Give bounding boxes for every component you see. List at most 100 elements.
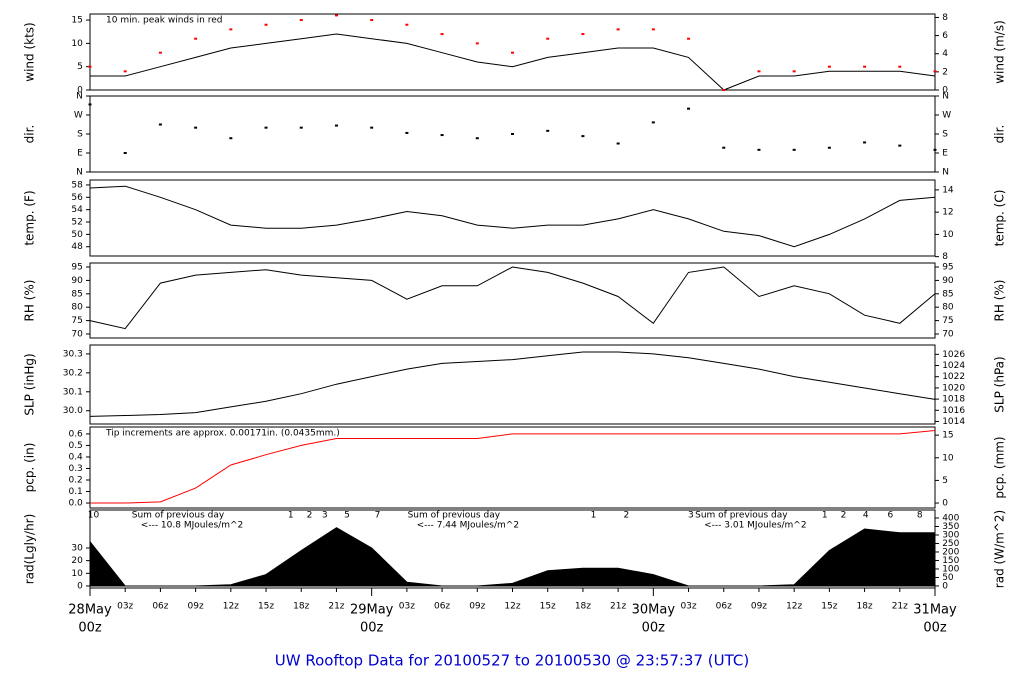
data-dot <box>158 123 162 126</box>
y-tick-label: 30.0 <box>63 406 83 416</box>
sun-mark: 5 <box>344 511 350 521</box>
data-dot <box>581 33 585 36</box>
area <box>89 527 936 587</box>
y-tick-label: 1020 <box>942 383 965 393</box>
y-tick-label: 1024 <box>942 361 965 371</box>
y-tick-label: E <box>942 149 948 159</box>
x-tick-label: 03z <box>117 602 133 612</box>
y-tick-label: N <box>942 168 949 178</box>
x-tick-label: 12z <box>786 602 802 612</box>
y-tick-label: 0.3 <box>68 464 82 474</box>
y-tick-label: 80 <box>942 303 954 313</box>
y-tick-label: 350 <box>942 522 959 532</box>
sun-mark: 7 <box>375 511 381 521</box>
y-axis-label: wind (kts) <box>23 22 37 81</box>
sum-detail: <--- 3.01 MJoules/m^2 <box>704 521 806 531</box>
data-dot <box>792 148 796 151</box>
date-label: 30May <box>632 603 676 618</box>
y-tick-label: 56 <box>71 193 83 203</box>
y-tick-label: 0 <box>942 499 948 509</box>
data-dot <box>123 70 127 73</box>
y2-axis-label: temp. (C) <box>993 190 1007 247</box>
y-tick-label: 0 <box>77 86 83 96</box>
sun-mark: 2 <box>841 511 847 521</box>
data-dot <box>651 121 655 124</box>
y-tick-label: 70 <box>71 329 83 339</box>
data-dot <box>440 33 444 36</box>
y-axis-label: temp. (F) <box>23 190 37 245</box>
y-axis-label: pcp. (in) <box>23 443 37 493</box>
date-sublabel: 00z <box>642 621 666 636</box>
data-dot <box>88 103 92 106</box>
data-dot <box>475 137 479 140</box>
sun-mark: 2 <box>307 511 313 521</box>
y-tick-label: 0 <box>942 581 948 591</box>
y-tick-label: 0.2 <box>68 476 82 486</box>
data-dot <box>229 137 233 140</box>
date-sublabel: 00z <box>360 621 384 636</box>
panel-frame <box>89 344 936 425</box>
data-dot <box>511 51 514 54</box>
x-tick-label: 18z <box>856 602 872 612</box>
sun-mark: 1 <box>591 511 597 521</box>
y-tick-label: 10 <box>71 569 83 579</box>
y2-axis-label: pcp. (mm) <box>993 436 1007 498</box>
data-dot <box>687 37 691 40</box>
y-tick-label: 0 <box>77 581 83 591</box>
panel-frame <box>89 426 936 509</box>
data-dot <box>334 14 338 17</box>
y-tick-label: 75 <box>71 316 82 326</box>
panel-frame <box>89 262 936 339</box>
y-tick-label: 20 <box>71 556 83 566</box>
panel-frame <box>89 13 936 91</box>
y-tick-label: 8 <box>942 252 948 262</box>
x-tick-label: 15z <box>258 602 274 612</box>
annotation: Tip increments are approx. 0.00171in. (0… <box>105 429 340 439</box>
data-dot <box>827 146 831 149</box>
y2-axis-label: dir. <box>993 125 1007 144</box>
y2-axis-label: RH (%) <box>993 280 1007 322</box>
x-tick-label: 18z <box>575 602 591 612</box>
data-dot <box>405 131 409 134</box>
y-tick-label: 30.2 <box>63 368 83 378</box>
data-dot <box>123 152 127 154</box>
data-dot <box>158 51 162 54</box>
data-dot <box>581 135 585 138</box>
x-tick-label: 15z <box>821 602 837 612</box>
y-tick-label: 58 <box>71 180 83 190</box>
sun-mark: 10 <box>88 511 100 521</box>
data-dot <box>511 133 514 135</box>
y-tick-label: 6 <box>942 31 948 41</box>
y2-axis-label: rad (W/m^2) <box>993 510 1007 588</box>
y-tick-label: 5 <box>942 476 948 486</box>
date-sublabel: 00z <box>923 621 947 636</box>
data-dot <box>722 146 726 149</box>
y-tick-label: 0.0 <box>68 499 83 509</box>
sun-mark: 1 <box>822 511 828 521</box>
data-dot <box>792 70 796 73</box>
y-tick-label: 150 <box>942 556 959 566</box>
y-tick-label: 15 <box>942 431 953 441</box>
y-tick-label: 0.5 <box>68 441 82 451</box>
y-tick-label: 1022 <box>942 372 965 382</box>
data-dot <box>194 37 198 40</box>
data-dot <box>616 142 620 145</box>
sum-detail: <--- 7.44 MJoules/m^2 <box>417 521 519 531</box>
y-axis-label: rad(Lgly/hr) <box>23 514 37 585</box>
x-tick-label: 09z <box>188 602 204 612</box>
y-tick-label: 1026 <box>942 350 965 360</box>
y-tick-label: 30.3 <box>63 349 83 359</box>
y-axis-label: RH (%) <box>23 280 37 322</box>
data-dot <box>722 89 726 91</box>
y-tick-label: 100 <box>942 564 959 574</box>
y-tick-label: 50 <box>71 230 83 240</box>
x-tick-label: 09z <box>469 602 485 612</box>
line <box>89 185 936 248</box>
date-label: 31May <box>913 603 957 618</box>
y-tick-label: N <box>942 92 949 102</box>
y-tick-label: 14 <box>942 185 954 195</box>
x-tick-label: 06z <box>434 602 450 612</box>
data-dot <box>546 37 550 40</box>
y-tick-label: 5 <box>77 62 83 72</box>
